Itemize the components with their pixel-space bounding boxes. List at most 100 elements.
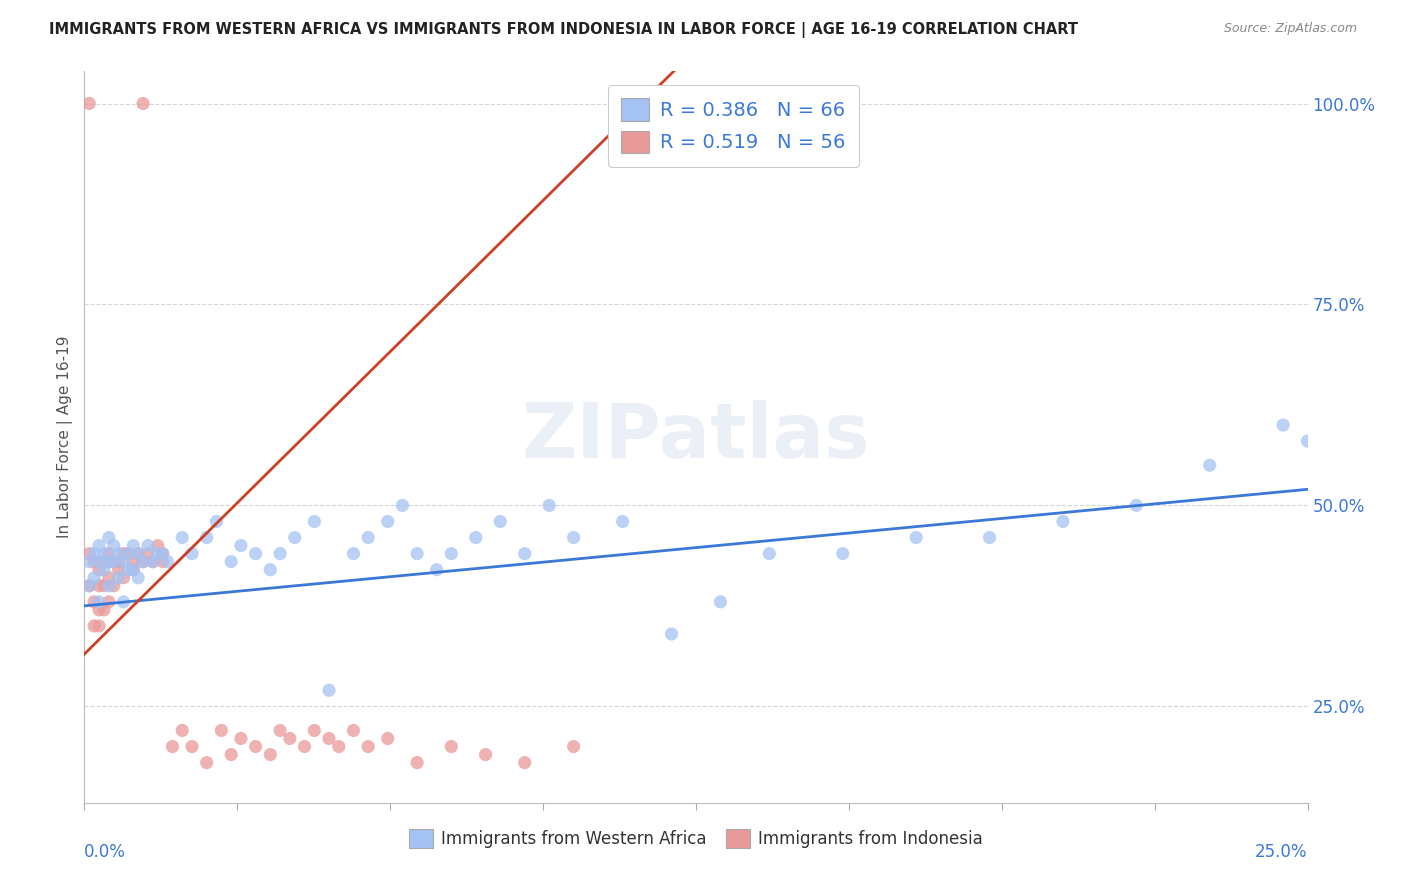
Point xyxy=(245,739,267,754)
Point xyxy=(127,547,149,561)
Point xyxy=(294,739,316,754)
Point xyxy=(426,563,449,577)
Point xyxy=(122,563,145,577)
Point xyxy=(97,579,120,593)
Point xyxy=(77,579,100,593)
Point xyxy=(83,571,105,585)
Point xyxy=(93,579,115,593)
Point xyxy=(122,539,145,553)
Point xyxy=(304,515,326,529)
Point xyxy=(152,555,174,569)
Point xyxy=(146,547,169,561)
Point xyxy=(97,531,120,545)
Point xyxy=(612,515,634,529)
Point xyxy=(83,595,105,609)
Y-axis label: In Labor Force | Age 16-19: In Labor Force | Age 16-19 xyxy=(58,335,73,539)
Point xyxy=(464,531,486,545)
Point xyxy=(83,555,105,569)
Point xyxy=(117,547,139,561)
Legend: Immigrants from Western Africa, Immigrants from Indonesia: Immigrants from Western Africa, Immigran… xyxy=(401,821,991,856)
Point xyxy=(195,531,218,545)
Point xyxy=(195,756,218,770)
Point xyxy=(97,595,120,609)
Point xyxy=(391,499,413,513)
Point xyxy=(87,563,110,577)
Point xyxy=(103,539,125,553)
Point xyxy=(142,555,165,569)
Point xyxy=(112,571,135,585)
Point xyxy=(440,547,463,561)
Point xyxy=(181,547,204,561)
Point xyxy=(1198,458,1220,473)
Point xyxy=(259,563,281,577)
Point xyxy=(172,723,194,738)
Point xyxy=(156,555,179,569)
Point xyxy=(377,731,399,746)
Point xyxy=(103,555,125,569)
Point xyxy=(513,756,536,770)
Point xyxy=(87,555,110,569)
Point xyxy=(205,515,228,529)
Point xyxy=(87,619,110,633)
Point xyxy=(440,739,463,754)
Point xyxy=(905,531,928,545)
Point xyxy=(513,547,536,561)
Point xyxy=(328,739,350,754)
Point xyxy=(127,547,149,561)
Point xyxy=(229,731,252,746)
Point xyxy=(562,531,585,545)
Point xyxy=(83,619,105,633)
Point xyxy=(132,555,155,569)
Point xyxy=(87,579,110,593)
Point xyxy=(87,539,110,553)
Point xyxy=(87,603,110,617)
Point xyxy=(181,739,204,754)
Point xyxy=(132,555,155,569)
Point xyxy=(269,723,291,738)
Point xyxy=(117,547,139,561)
Point xyxy=(269,547,291,561)
Point xyxy=(136,539,159,553)
Text: Source: ZipAtlas.com: Source: ZipAtlas.com xyxy=(1223,22,1357,36)
Point xyxy=(489,515,512,529)
Point xyxy=(142,555,165,569)
Point xyxy=(93,603,115,617)
Point xyxy=(278,731,301,746)
Point xyxy=(107,547,129,561)
Point xyxy=(406,547,429,561)
Point xyxy=(562,739,585,754)
Text: 0.0%: 0.0% xyxy=(84,843,127,861)
Point xyxy=(93,563,115,577)
Point xyxy=(83,547,105,561)
Point xyxy=(342,547,364,561)
Point xyxy=(318,731,340,746)
Point xyxy=(87,595,110,609)
Point xyxy=(209,723,232,738)
Point xyxy=(77,579,100,593)
Point xyxy=(538,499,561,513)
Point xyxy=(661,627,683,641)
Point xyxy=(93,555,115,569)
Point xyxy=(357,531,380,545)
Point xyxy=(1296,434,1319,449)
Point xyxy=(758,547,780,561)
Point xyxy=(172,531,194,545)
Point xyxy=(1272,417,1295,432)
Point xyxy=(93,547,115,561)
Point xyxy=(474,747,496,762)
Point xyxy=(77,547,100,561)
Point xyxy=(357,739,380,754)
Point xyxy=(318,683,340,698)
Point xyxy=(107,571,129,585)
Text: ZIPatlas: ZIPatlas xyxy=(522,401,870,474)
Point xyxy=(146,539,169,553)
Point xyxy=(117,563,139,577)
Point xyxy=(112,547,135,561)
Point xyxy=(219,555,242,569)
Point xyxy=(97,547,120,561)
Point xyxy=(304,723,326,738)
Point xyxy=(97,555,120,569)
Point xyxy=(152,547,174,561)
Point xyxy=(831,547,853,561)
Point xyxy=(219,747,242,762)
